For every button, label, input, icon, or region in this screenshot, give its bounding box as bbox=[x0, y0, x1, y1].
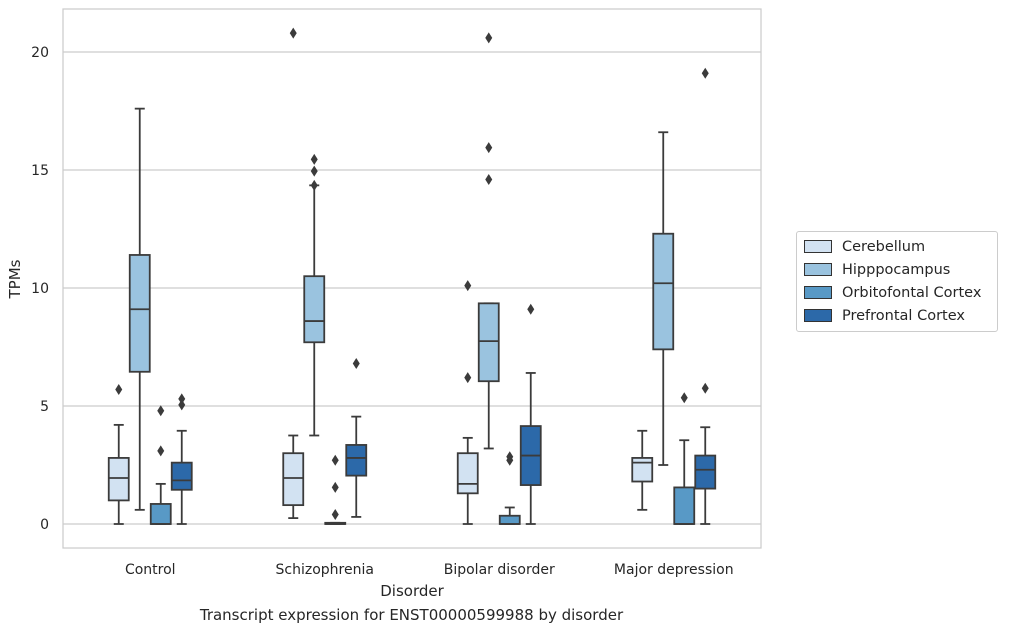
legend-label: Cerebellum bbox=[842, 238, 926, 255]
box-hipppocampus bbox=[303, 153, 326, 437]
box-iqr bbox=[652, 232, 675, 351]
box-iqr bbox=[673, 486, 696, 525]
box-orbitofontal-cortex bbox=[498, 451, 521, 525]
tick-labels: 0 5 10 15 20 Control Schizophrenia Bipolar diso… bbox=[31, 45, 733, 578]
x-axis-label: Disorder bbox=[380, 582, 444, 600]
outlier-point bbox=[464, 372, 472, 384]
outlier-point bbox=[178, 393, 186, 405]
outlier-point bbox=[310, 153, 318, 165]
box-iqr bbox=[498, 514, 521, 525]
box-orbitofontal-cortex bbox=[149, 405, 172, 525]
outlier-point bbox=[331, 481, 339, 493]
box-hipppocampus bbox=[477, 32, 500, 450]
y-axis-label: TPMs bbox=[6, 259, 24, 299]
legend-swatch bbox=[804, 309, 832, 322]
box-prefrontal-cortex bbox=[170, 393, 193, 525]
outlier-point bbox=[701, 67, 709, 79]
outlier-point bbox=[157, 405, 165, 417]
box-cerebellum bbox=[456, 280, 479, 525]
box-iqr bbox=[107, 457, 130, 502]
legend-swatch bbox=[804, 240, 832, 253]
y-tick-label: 5 bbox=[40, 399, 49, 415]
legend-swatch bbox=[804, 263, 832, 276]
box-iqr bbox=[128, 254, 151, 373]
box-iqr bbox=[631, 457, 654, 483]
x-tick-label: Schizophrenia bbox=[276, 562, 374, 578]
box-iqr bbox=[170, 461, 193, 491]
legend: Cerebellum Hipppocampus Orbitofontal Corte… bbox=[796, 231, 998, 332]
outlier-point bbox=[506, 451, 514, 463]
outlier-point bbox=[352, 358, 360, 370]
box-iqr bbox=[477, 302, 500, 383]
legend-item: Orbitofontal Cortex bbox=[797, 281, 997, 304]
outlier-point bbox=[464, 280, 472, 292]
x-tick-label: Control bbox=[125, 562, 176, 578]
legend-item: Prefrontal Cortex bbox=[797, 304, 997, 327]
box-cerebellum bbox=[631, 429, 654, 511]
legend-label: Prefrontal Cortex bbox=[842, 307, 965, 324]
outlier-point bbox=[310, 179, 318, 191]
outlier-point bbox=[485, 173, 493, 185]
x-tick-label: Major depression bbox=[614, 562, 734, 578]
y-tick-label: 0 bbox=[40, 517, 49, 533]
outlier-point bbox=[178, 399, 186, 411]
legend-swatch bbox=[804, 286, 832, 299]
box-cerebellum bbox=[282, 27, 305, 519]
box-orbitofontal-cortex bbox=[324, 454, 347, 525]
box-iqr bbox=[456, 452, 479, 495]
y-tick-label: 20 bbox=[31, 45, 49, 61]
legend-label: Hipppocampus bbox=[842, 261, 951, 278]
box-hipppocampus bbox=[652, 131, 675, 466]
box-prefrontal-cortex bbox=[519, 303, 542, 525]
box-iqr bbox=[345, 444, 368, 477]
box-prefrontal-cortex bbox=[345, 358, 368, 518]
box-hipppocampus bbox=[128, 107, 151, 511]
outlier-point bbox=[115, 383, 123, 395]
outlier-point bbox=[310, 165, 318, 177]
outlier-point bbox=[527, 303, 535, 315]
outlier-point bbox=[485, 32, 493, 44]
y-tick-label: 15 bbox=[31, 163, 49, 179]
legend-label: Orbitofontal Cortex bbox=[842, 284, 982, 301]
chart-caption: Transcript expression for ENST0000059998… bbox=[199, 606, 624, 624]
legend-item: Hipppocampus bbox=[797, 258, 997, 281]
box-orbitofontal-cortex bbox=[673, 392, 696, 525]
outlier-point bbox=[680, 392, 688, 404]
outlier-point bbox=[289, 27, 297, 39]
plot-frame bbox=[62, 8, 762, 549]
outlier-point bbox=[485, 142, 493, 154]
box-prefrontal-cortex bbox=[694, 67, 717, 525]
outlier-point bbox=[157, 445, 165, 457]
box-iqr bbox=[282, 452, 305, 507]
box-iqr bbox=[694, 454, 717, 490]
box-plot-series bbox=[107, 27, 717, 525]
box-cerebellum bbox=[107, 383, 130, 525]
outlier-point bbox=[331, 509, 339, 521]
box-iqr bbox=[149, 503, 172, 525]
outlier-point bbox=[701, 382, 709, 394]
y-tick-label: 10 bbox=[31, 281, 49, 297]
outlier-point bbox=[331, 454, 339, 466]
box-iqr bbox=[303, 275, 326, 344]
legend-item: Cerebellum bbox=[797, 235, 997, 258]
x-tick-label: Bipolar disorder bbox=[444, 562, 555, 578]
